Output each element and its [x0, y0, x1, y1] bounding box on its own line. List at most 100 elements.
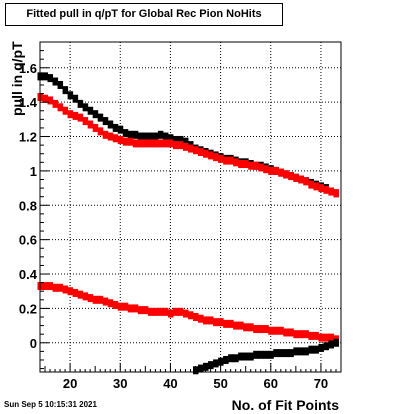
data-point — [62, 106, 69, 115]
data-point — [328, 333, 334, 342]
data-point — [333, 189, 339, 198]
data-point — [142, 132, 149, 141]
data-point — [213, 318, 219, 327]
y-axis-label: pull in q/pT — [9, 41, 25, 116]
data-point — [303, 347, 309, 356]
data-point — [102, 130, 109, 139]
data-point — [213, 153, 219, 162]
data-point — [167, 139, 174, 148]
data-point — [152, 139, 159, 148]
data-point — [152, 307, 159, 316]
data-point — [47, 282, 54, 291]
data-point — [67, 287, 74, 296]
data-point — [313, 345, 319, 354]
data-point — [87, 120, 94, 129]
data-point — [107, 132, 114, 141]
data-point — [127, 137, 134, 146]
data-point — [42, 282, 49, 291]
data-point — [62, 285, 69, 294]
y-tick-label: 0.8 — [19, 198, 37, 213]
plot-frame — [39, 41, 342, 373]
data-point — [263, 165, 269, 174]
data-point — [127, 130, 134, 139]
data-point — [333, 338, 339, 347]
data-point — [293, 347, 299, 356]
data-point — [218, 357, 224, 366]
data-point — [273, 349, 279, 358]
data-point — [248, 352, 254, 361]
data-point — [318, 343, 324, 352]
data-point — [182, 137, 189, 146]
data-point — [298, 175, 304, 184]
data-point — [278, 326, 284, 335]
data-point — [233, 158, 239, 167]
data-point — [102, 117, 109, 126]
data-point — [258, 325, 264, 334]
data-point — [137, 132, 144, 141]
data-point — [147, 132, 154, 141]
data-point — [97, 295, 104, 304]
data-point — [263, 325, 269, 334]
data-point — [92, 295, 99, 304]
y-tick-label: 0.6 — [19, 233, 37, 248]
data-point — [92, 110, 99, 119]
data-point — [187, 144, 194, 153]
data-point — [107, 120, 114, 129]
x-axis-label: No. of Fit Points — [232, 397, 340, 413]
data-point — [228, 156, 234, 165]
data-point — [308, 180, 314, 189]
data-point — [313, 182, 319, 191]
data-point — [177, 141, 184, 150]
x-tick-label: 30 — [113, 376, 127, 391]
data-point — [288, 172, 294, 181]
data-point — [72, 94, 79, 103]
data-point — [228, 354, 234, 363]
data-point — [308, 345, 314, 354]
data-point — [203, 316, 209, 325]
data-point — [162, 139, 169, 148]
data-point — [122, 137, 129, 146]
x-tick-label: 70 — [314, 376, 328, 391]
data-point — [298, 347, 304, 356]
data-point — [82, 292, 89, 301]
data-point — [47, 96, 54, 105]
data-point — [233, 354, 239, 363]
data-point — [198, 148, 204, 156]
data-point — [182, 309, 189, 318]
data-point — [253, 350, 259, 359]
data-point — [273, 326, 279, 335]
data-point — [248, 161, 254, 170]
y-tick-label: 0.4 — [19, 267, 38, 282]
y-tick-label: 1.2 — [19, 130, 37, 145]
data-point — [228, 319, 234, 328]
data-point — [72, 111, 79, 120]
data-point — [248, 323, 254, 332]
data-point — [67, 91, 74, 100]
data-point — [82, 103, 89, 112]
data-point — [233, 321, 239, 330]
data-point — [177, 135, 184, 144]
data-point — [308, 331, 314, 340]
data-point — [303, 177, 309, 186]
data-point — [203, 149, 209, 158]
data-point — [323, 342, 329, 351]
data-point — [117, 125, 124, 134]
data-point — [142, 306, 149, 315]
y-tick-label: 0 — [30, 336, 37, 351]
data-point — [198, 314, 204, 323]
data-point — [107, 299, 114, 308]
data-point — [243, 323, 249, 332]
data-point — [253, 161, 259, 170]
data-point — [132, 304, 139, 313]
data-point — [273, 166, 279, 175]
data-point — [303, 330, 309, 339]
data-point — [77, 99, 84, 108]
data-point — [62, 86, 69, 95]
data-point — [218, 318, 224, 327]
x-tick-label: 40 — [163, 376, 177, 391]
data-point — [208, 151, 214, 160]
data-point — [122, 129, 129, 138]
data-point — [318, 333, 324, 342]
data-point — [167, 134, 174, 143]
data-point — [52, 283, 59, 292]
